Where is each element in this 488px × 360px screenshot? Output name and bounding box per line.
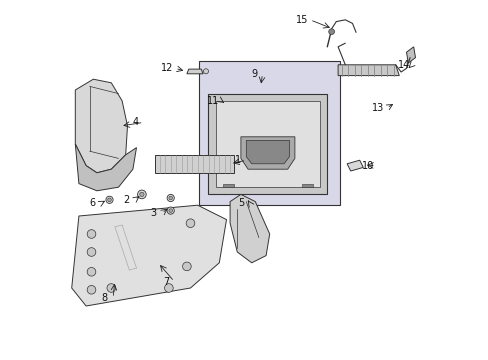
Polygon shape: [208, 94, 326, 194]
Polygon shape: [75, 144, 136, 191]
Circle shape: [87, 230, 96, 238]
Text: 3: 3: [150, 208, 156, 218]
Circle shape: [168, 209, 172, 212]
Text: 1: 1: [234, 155, 241, 165]
Text: 15: 15: [295, 15, 307, 25]
Circle shape: [328, 29, 334, 35]
Polygon shape: [186, 69, 203, 74]
Circle shape: [107, 284, 115, 292]
Text: 14: 14: [397, 60, 409, 70]
Circle shape: [140, 192, 144, 197]
Circle shape: [167, 207, 174, 214]
Text: 9: 9: [251, 69, 257, 79]
Text: 7: 7: [163, 276, 169, 287]
Text: 10: 10: [361, 161, 373, 171]
Text: 4: 4: [132, 117, 138, 127]
Text: 8: 8: [102, 293, 108, 303]
Circle shape: [107, 198, 111, 202]
Polygon shape: [246, 140, 289, 164]
Circle shape: [186, 219, 194, 228]
Polygon shape: [337, 65, 399, 76]
Circle shape: [168, 196, 172, 200]
Circle shape: [137, 190, 146, 199]
Polygon shape: [72, 205, 226, 306]
Polygon shape: [215, 101, 320, 187]
Text: 11: 11: [206, 96, 219, 106]
Circle shape: [182, 262, 191, 271]
Circle shape: [87, 285, 96, 294]
Polygon shape: [346, 160, 363, 171]
Polygon shape: [223, 184, 233, 187]
Text: 13: 13: [371, 103, 384, 113]
Circle shape: [167, 194, 174, 202]
Bar: [199, 61, 339, 205]
Circle shape: [106, 196, 113, 203]
Polygon shape: [230, 194, 269, 263]
Circle shape: [87, 267, 96, 276]
Polygon shape: [302, 184, 312, 187]
Polygon shape: [406, 47, 415, 63]
Circle shape: [203, 69, 208, 74]
Polygon shape: [75, 79, 127, 173]
Circle shape: [164, 284, 173, 292]
Text: 6: 6: [89, 198, 95, 208]
Circle shape: [87, 248, 96, 256]
Text: 2: 2: [123, 195, 129, 205]
Polygon shape: [241, 137, 294, 169]
Polygon shape: [154, 155, 233, 173]
Text: 5: 5: [238, 198, 244, 208]
Text: 12: 12: [160, 63, 173, 73]
